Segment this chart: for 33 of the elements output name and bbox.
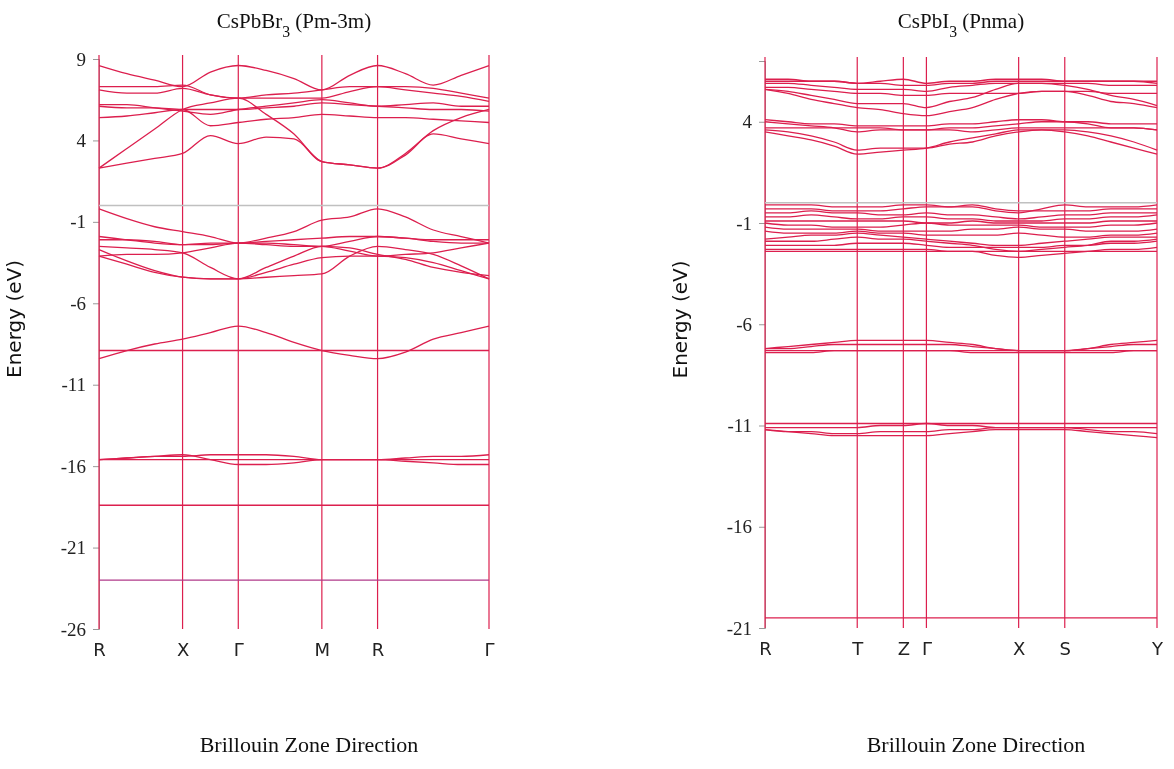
y-tick-label: -21 [60, 537, 86, 559]
y-axis-title: Energy (eV) [2, 260, 26, 378]
y-tick-label: 9 [76, 48, 86, 70]
x-tick-label: M [314, 638, 331, 660]
y-tick-label: 4 [76, 130, 87, 152]
x-tick-label: R [759, 637, 772, 659]
y-tick-label: -11 [727, 415, 752, 437]
x-axis-title: Brillouin Zone Direction [199, 732, 419, 757]
y-tick-label: -6 [70, 292, 86, 314]
x-tick-label: X [176, 638, 190, 660]
y-tick-label: -11 [61, 374, 86, 396]
x-tick-label: R [371, 638, 385, 660]
y-tick-label: -16 [60, 455, 86, 477]
x-tick-label: Γ [484, 638, 495, 660]
y-tick-label: -1 [70, 211, 86, 233]
x-axis-title: Brillouin Zone Direction [866, 732, 1086, 757]
chart-title: CsPbBr$_{3}$ (Pm-3m) [216, 9, 372, 40]
x-tick-label: R [93, 638, 106, 660]
x-tick-label: Γ [233, 638, 244, 660]
x-tick-label: S [1059, 637, 1071, 659]
y-tick-label: -6 [736, 313, 752, 335]
chart-title: CsPbI$_{3}$ (Pnma) [897, 9, 1025, 40]
x-tick-label: Z [897, 637, 911, 659]
y-tick-label: -1 [736, 212, 752, 234]
y-axis-title: Energy (eV) [668, 260, 692, 379]
x-tick-label: Γ [921, 637, 932, 659]
y-tick-label: -16 [726, 516, 752, 538]
y-tick-label: -26 [60, 618, 86, 640]
x-tick-label: T [851, 637, 865, 659]
y-tick-label: 4 [742, 111, 753, 133]
y-tick-label: -21 [726, 617, 752, 639]
x-tick-label: X [1012, 637, 1026, 659]
x-tick-label: Y [1151, 637, 1164, 659]
